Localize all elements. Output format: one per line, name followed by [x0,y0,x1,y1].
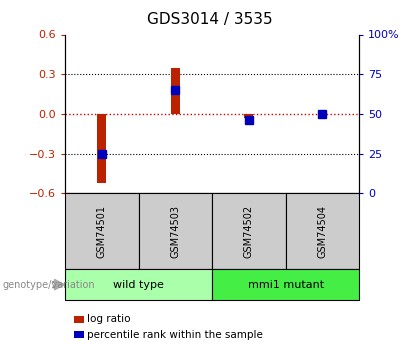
Text: mmi1 mutant: mmi1 mutant [247,280,324,289]
Text: wild type: wild type [113,280,164,289]
Text: GSM74502: GSM74502 [244,205,254,258]
Bar [97,114,106,183]
Text: percentile rank within the sample: percentile rank within the sample [87,330,263,339]
Bar [171,68,180,114]
Text: genotype/variation: genotype/variation [2,280,95,289]
Text: GSM74501: GSM74501 [97,205,107,258]
Bar [244,114,253,118]
Text: GDS3014 / 3535: GDS3014 / 3535 [147,12,273,27]
Text: GSM74503: GSM74503 [171,205,180,258]
Text: log ratio: log ratio [87,314,131,324]
Text: GSM74504: GSM74504 [318,205,327,258]
